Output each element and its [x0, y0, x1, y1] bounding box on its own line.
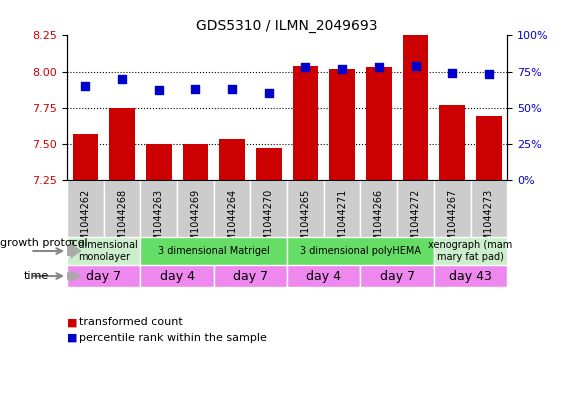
- Text: 3 dimensional Matrigel: 3 dimensional Matrigel: [158, 246, 270, 256]
- Text: GSM1044270: GSM1044270: [264, 189, 274, 254]
- Bar: [72, 134, 98, 180]
- Bar: [329, 69, 355, 180]
- Bar: [397, 180, 434, 237]
- Text: GSM1044273: GSM1044273: [484, 189, 494, 254]
- Point: [191, 86, 200, 92]
- Bar: [287, 265, 360, 287]
- Text: GSM1044271: GSM1044271: [337, 189, 347, 254]
- Point: [411, 62, 420, 69]
- Text: 3 dimensional polyHEMA: 3 dimensional polyHEMA: [300, 246, 421, 256]
- Bar: [214, 180, 251, 237]
- Text: day 7: day 7: [86, 270, 121, 283]
- Bar: [287, 180, 324, 237]
- Bar: [434, 180, 470, 237]
- Bar: [146, 144, 171, 180]
- Bar: [366, 67, 392, 180]
- Text: percentile rank within the sample: percentile rank within the sample: [79, 333, 266, 343]
- Text: GSM1044262: GSM1044262: [80, 189, 90, 254]
- Text: time: time: [23, 271, 48, 281]
- Text: day 4: day 4: [306, 270, 341, 283]
- Bar: [177, 180, 214, 237]
- Point: [264, 90, 273, 96]
- Bar: [293, 66, 318, 180]
- Title: GDS5310 / ILMN_2049693: GDS5310 / ILMN_2049693: [196, 19, 378, 33]
- Bar: [403, 35, 429, 180]
- Bar: [324, 180, 360, 237]
- Text: day 43: day 43: [449, 270, 492, 283]
- FancyArrow shape: [67, 270, 82, 282]
- Bar: [104, 180, 141, 237]
- Point: [301, 64, 310, 70]
- Bar: [141, 180, 177, 237]
- Text: GSM1044272: GSM1044272: [410, 189, 420, 254]
- Text: GSM1044268: GSM1044268: [117, 189, 127, 253]
- Bar: [360, 265, 434, 287]
- Bar: [219, 140, 245, 180]
- Bar: [440, 105, 465, 180]
- Point: [484, 71, 494, 77]
- Bar: [141, 237, 287, 265]
- Text: GSM1044263: GSM1044263: [154, 189, 164, 253]
- Point: [80, 83, 90, 89]
- Bar: [251, 180, 287, 237]
- Bar: [182, 144, 208, 180]
- Text: transformed count: transformed count: [79, 317, 182, 327]
- Point: [338, 66, 347, 72]
- Bar: [214, 265, 287, 287]
- Text: xenograph (mam
mary fat pad): xenograph (mam mary fat pad): [429, 240, 512, 262]
- Bar: [67, 237, 141, 265]
- Text: GSM1044265: GSM1044265: [300, 189, 311, 254]
- Text: day 7: day 7: [233, 270, 268, 283]
- Text: GSM1044267: GSM1044267: [447, 189, 457, 254]
- Text: growth protocol: growth protocol: [0, 238, 87, 248]
- Point: [227, 86, 237, 92]
- Bar: [67, 265, 141, 287]
- Text: day 7: day 7: [380, 270, 415, 283]
- Text: GSM1044266: GSM1044266: [374, 189, 384, 253]
- Point: [448, 70, 457, 76]
- Bar: [256, 148, 282, 180]
- Point: [154, 87, 163, 94]
- Text: day 4: day 4: [160, 270, 195, 283]
- Text: GSM1044264: GSM1044264: [227, 189, 237, 253]
- Text: ■: ■: [67, 333, 78, 343]
- Bar: [434, 265, 507, 287]
- Bar: [109, 108, 135, 180]
- Text: GSM1044269: GSM1044269: [191, 189, 201, 253]
- Point: [374, 64, 384, 70]
- Bar: [287, 237, 434, 265]
- Bar: [476, 116, 502, 180]
- FancyArrow shape: [67, 243, 82, 259]
- Point: [117, 75, 127, 82]
- Bar: [360, 180, 397, 237]
- Bar: [434, 237, 507, 265]
- Text: 2 dimensional
monolayer: 2 dimensional monolayer: [69, 240, 138, 262]
- Bar: [67, 180, 104, 237]
- Bar: [141, 265, 214, 287]
- Text: ■: ■: [67, 317, 78, 327]
- Bar: [470, 180, 507, 237]
